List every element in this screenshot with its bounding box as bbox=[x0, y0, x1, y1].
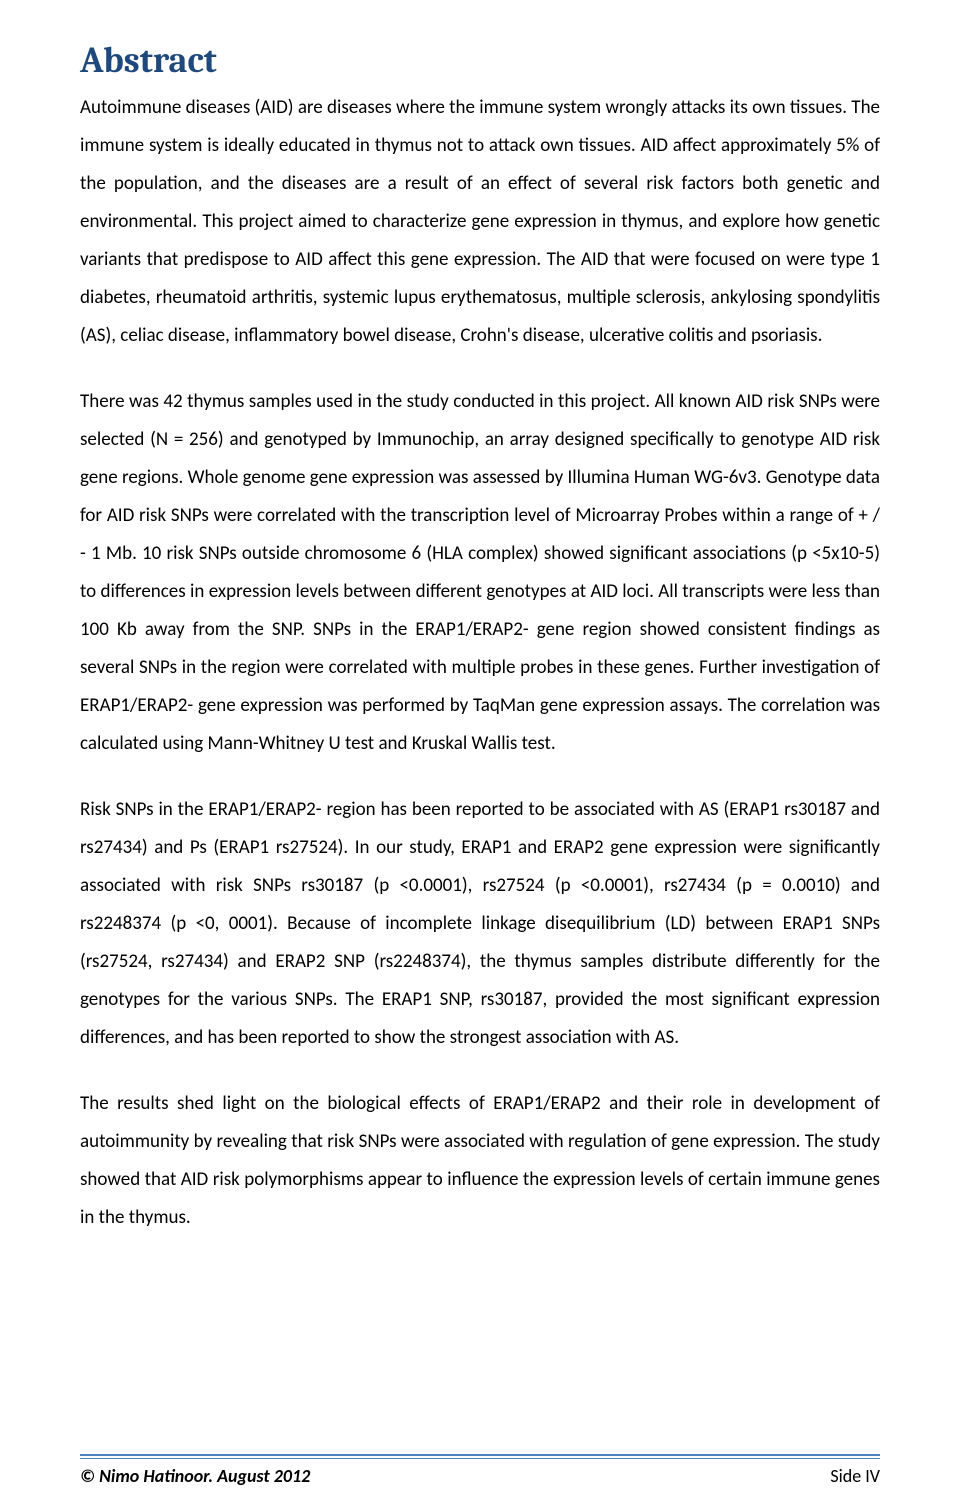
abstract-paragraph: The results shed light on the biological… bbox=[80, 1085, 880, 1237]
footer-rule bbox=[80, 1454, 880, 1456]
page-title: Abstract bbox=[80, 40, 880, 81]
footer-page-number: Side IV bbox=[830, 1465, 880, 1487]
footer-rule bbox=[80, 1458, 880, 1459]
footer-copyright: © Nimo Hatinoor. August 2012 bbox=[80, 1465, 310, 1487]
page-footer: © Nimo Hatinoor. August 2012 Side IV bbox=[80, 1454, 880, 1487]
abstract-paragraph: There was 42 thymus samples used in the … bbox=[80, 383, 880, 763]
abstract-paragraph: Risk SNPs in the ERAP1/ERAP2- region has… bbox=[80, 791, 880, 1057]
abstract-paragraph: Autoimmune diseases (AID) are diseases w… bbox=[80, 89, 880, 355]
